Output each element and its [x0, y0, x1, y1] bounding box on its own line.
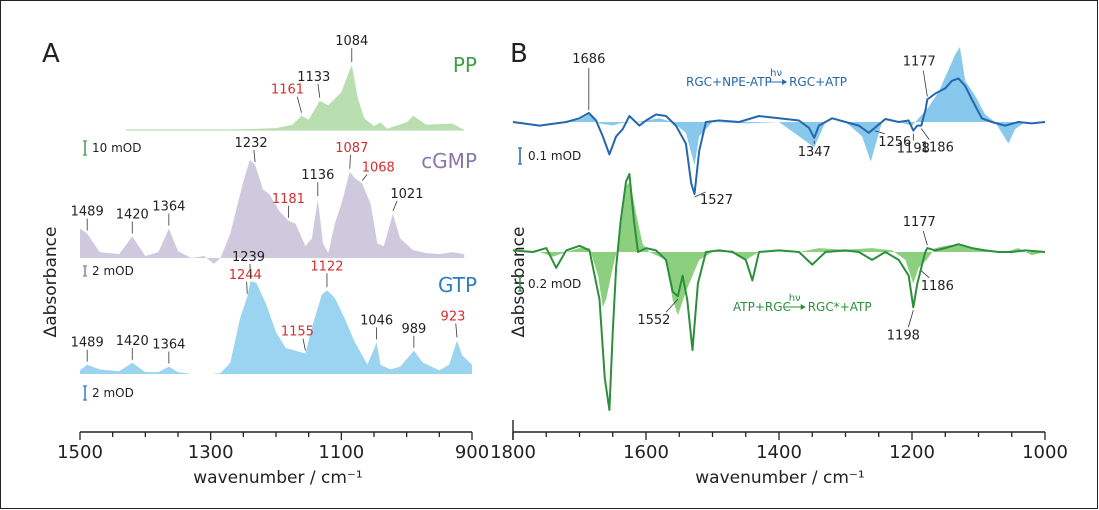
scale-bar-label-cgmp: 2 mOD [92, 264, 134, 278]
scale-bar-label-top: 0.1 mOD [528, 149, 581, 163]
peak-label-gtp-1239: 1239 [232, 250, 265, 265]
peak-tick [665, 298, 679, 313]
panel-b-letter: B [510, 39, 528, 69]
panel-b-xlabel: wavenumber / cm⁻¹ [695, 468, 864, 488]
series-title-cgmp: cGMP [421, 149, 477, 173]
spectrum-top-fill [513, 47, 1045, 166]
peak-label-top-1186: 1186 [921, 141, 954, 156]
peak-label-gtp-1244: 1244 [229, 268, 262, 283]
hv-label: hν [789, 293, 801, 304]
panel-a-ylabel: Δabsorbance [41, 227, 61, 338]
peak-tick [249, 263, 251, 279]
peak-tick [361, 174, 368, 181]
peak-tick [392, 200, 398, 212]
peak-label-top-1527: 1527 [700, 193, 733, 208]
peak-label-gtp-1122: 1122 [310, 259, 343, 274]
peak-label-gtp-1489: 1489 [71, 336, 104, 351]
peak-tick [253, 149, 256, 162]
series-title-pp: PP [453, 53, 477, 77]
scale-bar-label-pp: 10 mOD [92, 141, 141, 155]
peak-label-gtp-1155: 1155 [281, 325, 314, 340]
peak-label-gtp-1364: 1364 [152, 338, 185, 353]
peak-label-bottom-1552: 1552 [637, 313, 670, 328]
peak-label-gtp-989: 989 [401, 322, 426, 337]
peak-label-top-1686: 1686 [572, 52, 605, 67]
panel-b-tick-label-1600: 1600 [623, 442, 669, 463]
panel-b: 0.1 mODRGC+NPE-ATPhνRGC+ATP1686152713471… [490, 47, 1068, 463]
reaction-product-bottom: RGC*+ATP [808, 300, 872, 314]
peak-tick [922, 230, 928, 246]
spectrum-top-line [512, 77, 1046, 195]
peak-label-gtp-1046: 1046 [360, 313, 393, 328]
peak-tick [349, 154, 351, 169]
panel-b-tick-label-1400: 1400 [756, 442, 802, 463]
scale-bar-label-gtp: 2 mOD [92, 386, 134, 400]
peak-label-cgmp-1021: 1021 [390, 187, 423, 202]
series-title-gtp: GTP [438, 273, 477, 297]
spectrum-gtp-area [80, 281, 472, 374]
panel-a-tick-label-1500: 1500 [57, 442, 103, 463]
peak-label-cgmp-1420: 1420 [116, 207, 149, 222]
peak-tick [920, 128, 930, 140]
peak-label-cgmp-1087: 1087 [335, 141, 368, 156]
peak-label-top-1177: 1177 [903, 55, 936, 70]
peak-label-top-1256: 1256 [878, 135, 911, 150]
reaction-product-top: RGC+ATP [789, 75, 847, 89]
peak-label-cgmp-1181: 1181 [272, 192, 305, 207]
scale-bar-label-bottom: 0.2 mOD [528, 277, 581, 291]
panel-a-tick-label-1100: 1100 [318, 442, 364, 463]
peak-label-gtp-923: 923 [441, 310, 466, 325]
peak-tick [874, 130, 885, 135]
peak-label-bottom-1198: 1198 [887, 328, 920, 343]
panel-b-tick-label-1800: 1800 [490, 442, 536, 463]
peak-label-gtp-1420: 1420 [116, 334, 149, 349]
peak-label-pp-1133: 1133 [297, 70, 330, 85]
panel-a-letter: A [42, 39, 60, 69]
peak-tick [922, 70, 928, 97]
peak-tick [694, 191, 706, 198]
peak-label-pp-1084: 1084 [335, 34, 368, 49]
peak-label-pp-1161: 1161 [271, 83, 304, 98]
panel-a-tick-label-1300: 1300 [188, 442, 234, 463]
peak-tick [921, 270, 930, 279]
panel-a-xlabel: wavenumber / cm⁻¹ [193, 468, 362, 488]
peak-tick [296, 96, 302, 113]
hv-label: hν [770, 68, 782, 79]
peak-label-cgmp-1068: 1068 [362, 161, 395, 176]
spectrum-bottom-line [512, 173, 1046, 411]
peak-label-top-1347: 1347 [798, 145, 831, 160]
peak-label-cgmp-1489: 1489 [71, 205, 104, 220]
panel-a-tick-label-900: 900 [455, 442, 489, 463]
reaction-equation-bottom: ATP+RGC [733, 300, 791, 314]
peak-tick [302, 338, 306, 351]
reaction-equation-top: RGC+NPE-ATP [686, 75, 772, 89]
peak-label-bottom-1177: 1177 [903, 215, 936, 230]
panel-b-tick-label-1200: 1200 [889, 442, 935, 463]
peak-label-top-1198: 1198 [897, 142, 930, 157]
panel-b-ylabel: Δabsorbance [509, 227, 529, 338]
spectrum-bottom-fill [513, 181, 1045, 316]
peak-label-cgmp-1232: 1232 [235, 136, 268, 151]
peak-label-cgmp-1136: 1136 [301, 168, 334, 183]
spectrum-cgmp-area [80, 160, 465, 264]
panel-b-tick-label-1000: 1000 [1022, 442, 1068, 463]
peak-tick [455, 323, 458, 338]
peak-tick [317, 83, 321, 98]
peak-tick [907, 310, 914, 328]
peak-tick [246, 281, 248, 294]
reaction-arrow-head [800, 304, 806, 310]
peak-label-bottom-1186: 1186 [921, 279, 954, 294]
reaction-arrow-head [782, 79, 788, 85]
peak-label-cgmp-1364: 1364 [152, 200, 185, 215]
